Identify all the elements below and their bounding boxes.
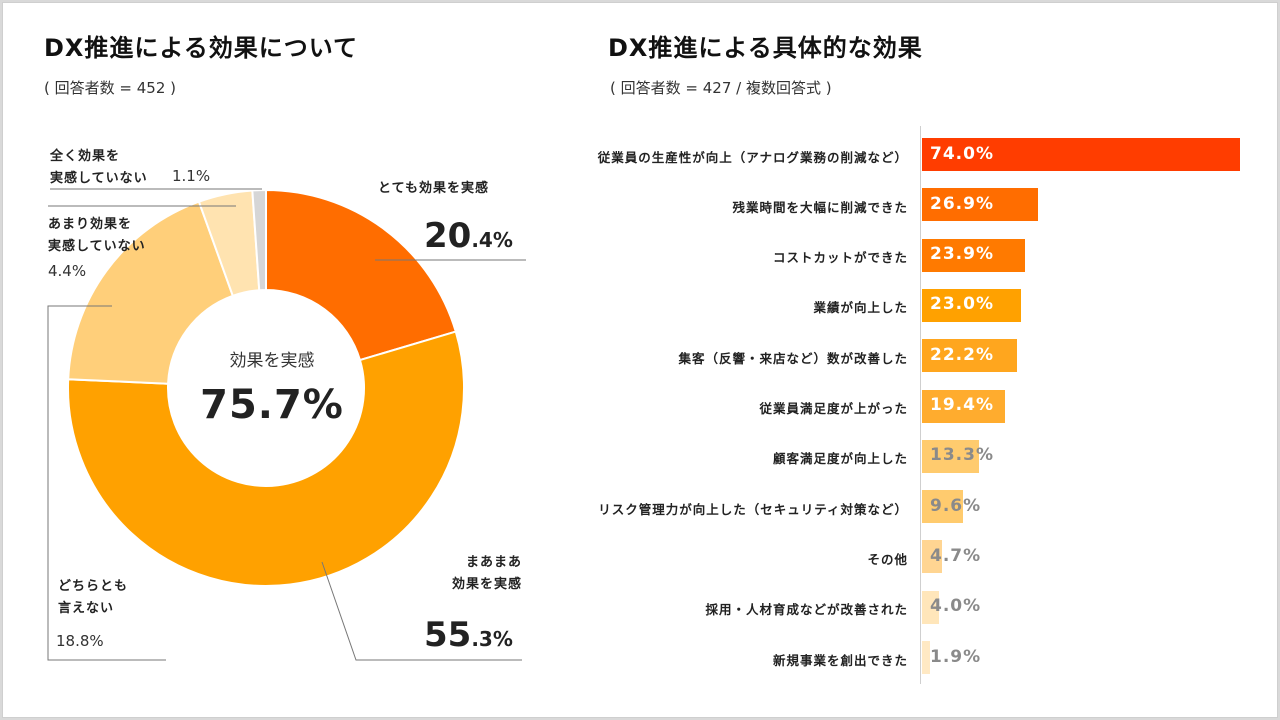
slice-label-not-effective-line1: 全く効果を (50, 149, 121, 164)
slice-label-neutral: どちらとも 言えない (58, 576, 128, 620)
donut-slice-somewhat-effective (67, 330, 465, 587)
bar (922, 439, 980, 473)
slice-value-not-very-effective: 4.4% (48, 262, 87, 280)
bar-value-label: 23.0% (930, 294, 994, 315)
donut-slice-not-effective (251, 188, 267, 292)
slice-label-not-very-effective: あまり効果を 実感していない (48, 214, 146, 258)
slice-value-very-effective-dec: .4% (471, 228, 513, 252)
slice-label-not-effective: 全く効果を実感していない (50, 146, 148, 190)
bar (922, 138, 1240, 171)
slice-value-somewhat-dec: .3% (471, 627, 513, 651)
bar (922, 389, 1006, 423)
bar-value-label: 26.9% (930, 193, 994, 214)
slice-label-not-effective-line2: 実感していない (50, 171, 148, 186)
slice-label-somewhat-line1: まあまあ (465, 555, 522, 570)
bar-chart-subtitle: ( 回答者数 = 427 / 複数回答式 ) (610, 77, 832, 98)
slice-label-not-very-line2: 実感していない (48, 239, 146, 254)
slice-label-neutral-line1: どちらとも (58, 579, 129, 594)
bar-value-label: 1.9% (930, 646, 982, 667)
slice-label-very-effective: とても効果を実感 (378, 181, 489, 196)
bar-category-label: 従業員満足度が上がった (759, 401, 908, 416)
bar (922, 238, 1025, 272)
bar (922, 188, 1038, 222)
bar-category-label: 集客（反響・来店など）数が改善した (678, 350, 908, 366)
donut-respondent-count: 452 (136, 79, 166, 97)
slice-label-neutral-line2: 言えない (58, 601, 115, 616)
bar-value-label: 4.7% (930, 545, 982, 566)
bar (922, 590, 940, 624)
donut-center-label: 効果を実感 (229, 351, 315, 371)
bar (922, 490, 964, 524)
slice-value-not-effective: 1.1% (172, 167, 211, 185)
slice-label-somewhat-effective: まあまあ効果を実感 (422, 552, 522, 596)
bar-category-label: リスク管理力が向上した（セキュリティ対策など） (598, 501, 908, 517)
bar-value-label: 13.3% (930, 445, 994, 466)
bar (922, 540, 943, 574)
bar-chart-axis (920, 126, 921, 684)
donut-chart-subtitle: ( 回答者数 = 452 ) (44, 77, 176, 98)
slice-value-somewhat-int: 55 (424, 615, 472, 655)
bar-value-label: 74.0% (930, 143, 994, 164)
bar-category-label: 顧客満足度が向上した (772, 451, 908, 467)
bar-value-label: 23.9% (930, 244, 994, 265)
bar-category-label: 従業員の生産性が向上（アナログ業務の削減など） (597, 149, 908, 165)
bar-subtitle-suffix: / 複数回答式 ) (731, 79, 832, 97)
bar-subtitle-prefix: ( 回答者数 = (610, 79, 703, 97)
bar-category-label: 業績が向上した (813, 300, 908, 316)
bar-chart-title: DX推進による具体的な効果 (608, 34, 923, 62)
slice-value-somewhat-effective: 55.3% (424, 615, 513, 655)
donut-chart-title: DX推進による効果について (44, 34, 358, 62)
donut-slice-neutral (67, 200, 235, 385)
slice-label-somewhat-line2: 効果を実感 (451, 577, 522, 592)
bar-value-label: 9.6% (930, 495, 982, 516)
leader-somewhat-effective (321, 561, 522, 661)
slice-value-very-effective-int: 20 (424, 216, 472, 256)
donut-subtitle-prefix: ( 回答者数 = (44, 79, 137, 97)
bar (922, 339, 1018, 373)
slice-label-not-very-line1: あまり効果を (48, 217, 133, 232)
bar-category-label: 採用・人材育成などが改善された (705, 602, 908, 618)
donut-slice-very-effective (265, 188, 458, 362)
bar-category-label: コストカットができた (772, 250, 908, 266)
bar-category-label: その他 (867, 551, 908, 567)
bar-category-label: 残業時間を大幅に削減できた (732, 199, 908, 215)
leader-neutral (47, 305, 166, 661)
donut-subtitle-suffix: ) (165, 79, 176, 97)
bar-value-label: 19.4% (930, 395, 994, 415)
bar-respondent-count: 427 (702, 79, 732, 97)
bar-value-label: 22.2% (930, 344, 994, 365)
bar-category-label: 新規事業を創出できた (772, 652, 908, 668)
slice-value-very-effective: 20.4% (424, 216, 513, 256)
bar (922, 288, 1021, 322)
bar (922, 641, 931, 674)
donut-center-value: 75.7% (200, 382, 344, 428)
bar-value-label: 4.0% (930, 596, 982, 617)
slice-value-neutral: 18.8% (56, 632, 104, 650)
